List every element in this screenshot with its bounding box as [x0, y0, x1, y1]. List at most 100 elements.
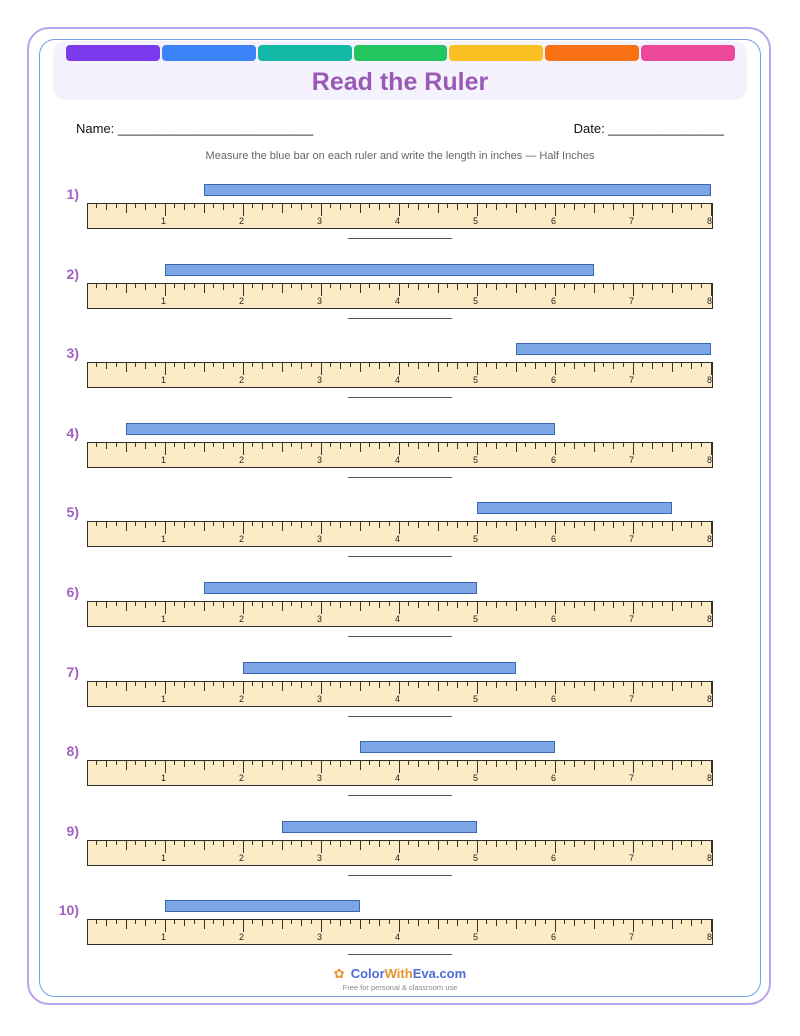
- ruler-tick: [271, 363, 273, 368]
- answer-line[interactable]: [348, 954, 452, 956]
- answer-line[interactable]: [348, 795, 452, 797]
- ruler-label: 2: [239, 773, 245, 784]
- ruler-tick: [427, 442, 429, 447]
- ruler-tick: [652, 602, 653, 608]
- ruler-label: 6: [551, 534, 557, 545]
- ruler-tick: [466, 283, 468, 288]
- ruler-tick: [603, 204, 605, 208]
- ruler-tick: [164, 522, 166, 535]
- ruler-tick: [408, 363, 410, 368]
- ruler-tick: [583, 761, 585, 766]
- ruler-tick: [281, 363, 283, 373]
- ruler-tick: [301, 840, 302, 847]
- ruler-tick: [96, 920, 98, 925]
- ruler-label: 6: [551, 295, 557, 306]
- answer-line[interactable]: [348, 317, 452, 319]
- ruler-label: 5: [473, 614, 479, 624]
- answer-line[interactable]: [348, 556, 452, 558]
- ruler-tick: [505, 283, 507, 288]
- answer-line[interactable]: [348, 476, 452, 478]
- ruler-tick: [515, 204, 517, 213]
- problem-number: 9): [66, 822, 79, 839]
- ruler-tick: [145, 522, 146, 529]
- ruler-tick: [291, 840, 293, 845]
- ruler-tick: [281, 204, 283, 213]
- ruler-tick: [184, 761, 185, 768]
- ruler-tick: [330, 920, 332, 925]
- ruler-tick: [135, 920, 137, 925]
- ruler-tick: [262, 920, 263, 927]
- footer-tagline: Free for personal & classroom use: [342, 983, 458, 992]
- ruler-tick: [700, 840, 702, 845]
- ruler-tick: [691, 840, 692, 847]
- color-strip: [66, 45, 736, 61]
- ruler-tick: [242, 602, 244, 614]
- ruler-tick: [447, 920, 449, 925]
- ruler-tick: [281, 840, 283, 850]
- ruler-tick: [457, 283, 458, 290]
- answer-line[interactable]: [348, 636, 452, 637]
- ruler-tick: [447, 840, 449, 845]
- ruler-tick: [135, 283, 137, 288]
- ruler-tick: [535, 363, 536, 370]
- answer-line[interactable]: [348, 397, 452, 399]
- date-field[interactable]: Date: ________________: [573, 121, 724, 136]
- answer-line[interactable]: [348, 874, 452, 876]
- brand-text-color: Color: [350, 966, 385, 981]
- ruler-tick: [203, 840, 205, 850]
- ruler-tick: [96, 283, 98, 288]
- problem-number: 7): [66, 663, 79, 680]
- ruler-tick: [262, 283, 263, 290]
- ruler-tick: [291, 920, 293, 925]
- ruler-tick: [379, 442, 380, 449]
- ruler-tick: [174, 761, 176, 766]
- ruler-tick: [710, 920, 712, 933]
- ruler-label: 5: [473, 216, 479, 226]
- ruler-tick: [554, 363, 556, 376]
- ruler-tick: [486, 920, 488, 925]
- ruler-tick: [700, 761, 702, 766]
- name-field[interactable]: Name: ___________________________: [76, 121, 314, 136]
- ruler-tick: [622, 204, 624, 208]
- ruler-tick: [652, 761, 653, 768]
- ruler-tick: [554, 920, 556, 933]
- ruler-tick: [223, 681, 224, 688]
- ruler-tick: [535, 920, 536, 927]
- ruler-tick: [583, 602, 585, 606]
- ruler-label: 7: [629, 454, 635, 465]
- ruler-tick: [330, 761, 332, 766]
- ruler: 1 2 3 4 5 6 7 8: [87, 282, 713, 309]
- ruler-tick: [486, 522, 488, 527]
- answer-line[interactable]: [348, 715, 452, 717]
- ruler-tick: [320, 204, 322, 216]
- ruler-tick: [437, 283, 439, 293]
- ruler-tick: [379, 283, 380, 290]
- ruler-tick: [710, 602, 712, 614]
- ruler-tick: [232, 204, 234, 208]
- ruler-tick: [398, 442, 400, 455]
- ruler-tick: [681, 840, 683, 845]
- footer-brand[interactable]: ✿ ColorWithEva.com: [0, 966, 800, 982]
- ruler-label: 1: [161, 773, 167, 784]
- ruler-tick: [466, 840, 468, 845]
- answer-line[interactable]: [348, 238, 452, 239]
- ruler-tick: [369, 363, 371, 368]
- ruler-tick: [447, 204, 449, 208]
- ruler-tick: [476, 442, 478, 455]
- ruler-tick: [613, 840, 614, 847]
- ruler-tick: [427, 681, 429, 686]
- ruler-tick: [223, 522, 224, 529]
- ruler-tick: [652, 442, 653, 449]
- ruler-tick: [310, 681, 312, 686]
- problem-number: 5): [66, 504, 79, 521]
- ruler-label: 4: [395, 454, 401, 465]
- ruler-tick: [379, 204, 380, 210]
- ruler-tick: [661, 363, 663, 368]
- ruler-tick: [622, 363, 624, 368]
- ruler-tick: [681, 442, 683, 447]
- ruler-tick: [242, 681, 244, 694]
- ruler-tick: [408, 283, 410, 288]
- ruler-tick: [271, 920, 273, 925]
- ruler-tick: [476, 363, 478, 376]
- ruler-tick: [632, 442, 634, 455]
